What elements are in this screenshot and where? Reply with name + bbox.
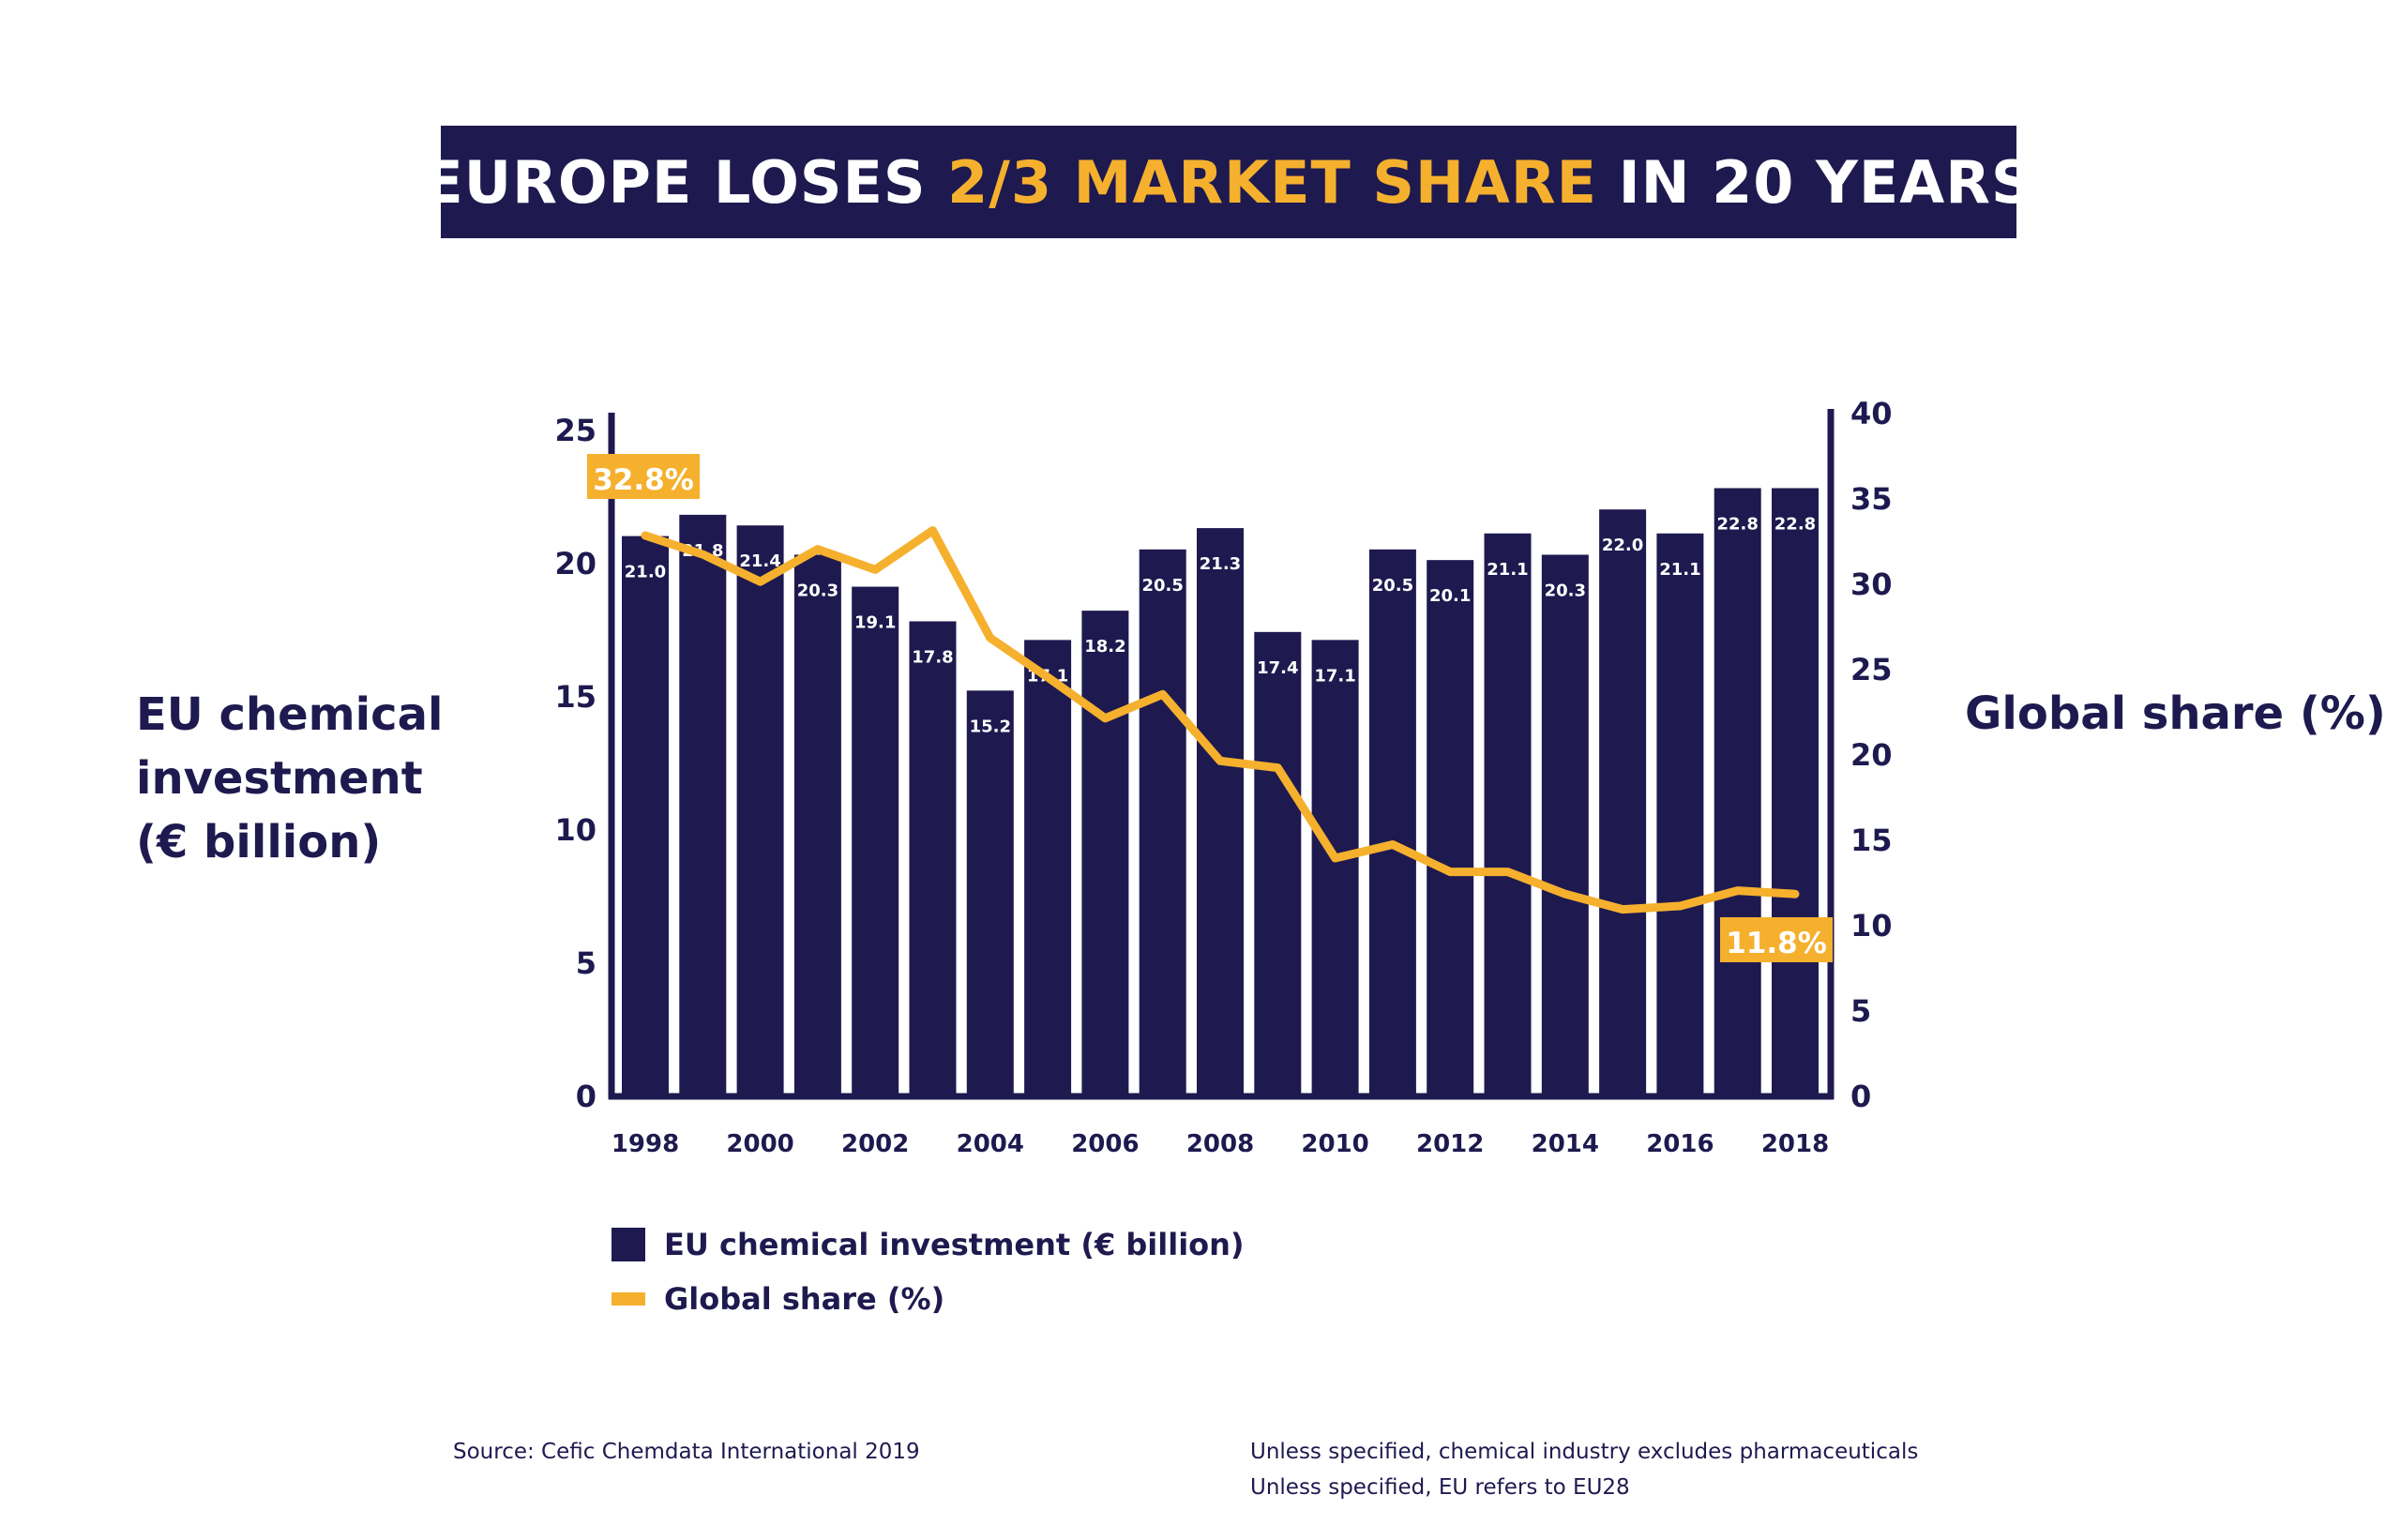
bar-data-label: 21.1 xyxy=(1487,560,1528,580)
x-tick-label: 2008 xyxy=(1186,1130,1254,1158)
y-tick-left: 0 xyxy=(576,1079,596,1114)
bar-2012 xyxy=(1427,560,1474,1095)
bar-1998 xyxy=(622,536,669,1095)
annotation-box-end xyxy=(1720,917,1833,962)
title-part2: IN 20 YEARS xyxy=(1597,147,2034,217)
y-axis-title-left: EU chemical investment (€ billion) xyxy=(136,683,492,874)
y-tick-left: 5 xyxy=(576,945,596,981)
annotation-end: 11.8% xyxy=(1726,927,1827,960)
bar-2010 xyxy=(1311,640,1359,1095)
bar-data-label: 20.1 xyxy=(1429,586,1471,606)
bar-2004 xyxy=(966,690,1014,1095)
annotation-box-start xyxy=(587,454,700,499)
title-part1: EUROPE LOSES xyxy=(423,147,948,217)
bar-2006 xyxy=(1081,611,1129,1095)
y-tick-right: 25 xyxy=(1850,652,1893,687)
bar-data-label: 20.3 xyxy=(1545,581,1586,600)
title-highlight: 2/3 MARKET SHARE xyxy=(947,147,1597,217)
bar-2007 xyxy=(1139,549,1186,1095)
legend-item-investment: EU chemical investment (€ billion) xyxy=(612,1217,1245,1272)
bar-data-label: 20.3 xyxy=(797,581,838,600)
legend: EU chemical investment (€ billion) Globa… xyxy=(612,1217,1245,1326)
x-tick-label: 2006 xyxy=(1071,1130,1139,1158)
chart-title: EUROPE LOSES 2/3 MARKET SHARE IN 20 YEAR… xyxy=(423,148,2033,217)
x-tick-label: 2004 xyxy=(957,1130,1024,1158)
bar-data-label: 21.3 xyxy=(1200,554,1241,574)
y-tick-left: 25 xyxy=(554,413,596,448)
y-axis-title-left-line2: investment xyxy=(136,752,423,805)
x-tick-label: 2002 xyxy=(841,1130,909,1158)
bar-data-label: 21.4 xyxy=(739,551,780,571)
y-tick-right: 15 xyxy=(1850,823,1893,858)
legend-label-investment: EU chemical investment (€ billion) xyxy=(664,1227,1245,1262)
y-tick-right: 10 xyxy=(1850,908,1893,944)
x-tick-label: 2014 xyxy=(1532,1130,1599,1158)
y-tick-right: 35 xyxy=(1850,481,1893,517)
bar-data-label: 18.2 xyxy=(1084,637,1125,657)
bar-2009 xyxy=(1254,631,1302,1095)
x-tick-label: 1998 xyxy=(612,1130,679,1158)
bar-2001 xyxy=(793,554,841,1095)
x-tick-label: 2000 xyxy=(726,1130,793,1158)
bar-2013 xyxy=(1484,533,1532,1095)
bar-data-label: 17.4 xyxy=(1257,658,1298,678)
bar-data-label: 17.1 xyxy=(1314,666,1355,686)
y-tick-left: 20 xyxy=(554,546,596,581)
y-tick-left: 15 xyxy=(554,679,596,715)
y-tick-right: 20 xyxy=(1850,737,1893,773)
y-tick-right: 5 xyxy=(1850,993,1871,1029)
bar-1999 xyxy=(679,514,727,1095)
bar-2018 xyxy=(1772,488,1819,1095)
source-note: Source: Cefic Chemdata International 201… xyxy=(453,1440,920,1464)
legend-swatch-bar xyxy=(612,1228,645,1261)
x-tick-label: 2012 xyxy=(1416,1130,1484,1158)
bar-data-label: 21.0 xyxy=(625,563,666,582)
legend-swatch-line xyxy=(612,1292,645,1306)
bar-2017 xyxy=(1714,488,1761,1095)
bar-2002 xyxy=(852,586,899,1095)
bar-2000 xyxy=(736,525,784,1095)
footnote-pharma: Unless specified, chemical industry excl… xyxy=(1250,1440,1919,1464)
legend-label-share: Global share (%) xyxy=(664,1281,945,1317)
y-axis-title-left-line3: (€ billion) xyxy=(136,816,382,868)
bar-data-label: 19.1 xyxy=(854,613,896,633)
y-axis-title-right: Global share (%) xyxy=(1965,687,2386,740)
x-tick-label: 2010 xyxy=(1301,1130,1368,1158)
x-tick-label: 2018 xyxy=(1761,1130,1829,1158)
footnote-eu28: Unless specified, EU refers to EU28 xyxy=(1250,1475,1630,1500)
bar-data-label: 20.5 xyxy=(1141,576,1183,596)
bar-2003 xyxy=(909,621,957,1095)
x-tick-label: 2016 xyxy=(1646,1130,1714,1158)
bar-data-label: 17.8 xyxy=(912,647,953,667)
bar-2014 xyxy=(1541,554,1589,1095)
bar-2008 xyxy=(1197,528,1244,1095)
y-tick-right: 30 xyxy=(1850,566,1893,602)
annotation-start: 32.8% xyxy=(593,463,694,497)
bar-data-label: 20.5 xyxy=(1372,576,1413,596)
y-tick-right: 0 xyxy=(1850,1079,1871,1114)
bar-data-label: 22.8 xyxy=(1716,514,1758,534)
bar-2005 xyxy=(1024,640,1072,1095)
y-tick-left: 10 xyxy=(554,812,596,848)
legend-item-share: Global share (%) xyxy=(612,1272,1245,1326)
bar-data-label: 15.2 xyxy=(970,717,1011,736)
y-tick-right: 40 xyxy=(1850,396,1893,431)
title-banner: EUROPE LOSES 2/3 MARKET SHARE IN 20 YEAR… xyxy=(423,126,2033,238)
y-axis-title-left-line1: EU chemical xyxy=(136,688,444,741)
bar-data-label: 22.0 xyxy=(1602,536,1643,555)
line-series-global-share xyxy=(641,526,1800,914)
bar-2011 xyxy=(1368,549,1416,1095)
bar-2016 xyxy=(1656,533,1704,1095)
bar-2015 xyxy=(1599,509,1647,1095)
bar-data-label: 22.8 xyxy=(1774,514,1816,534)
bar-data-label: 21.1 xyxy=(1659,560,1700,580)
